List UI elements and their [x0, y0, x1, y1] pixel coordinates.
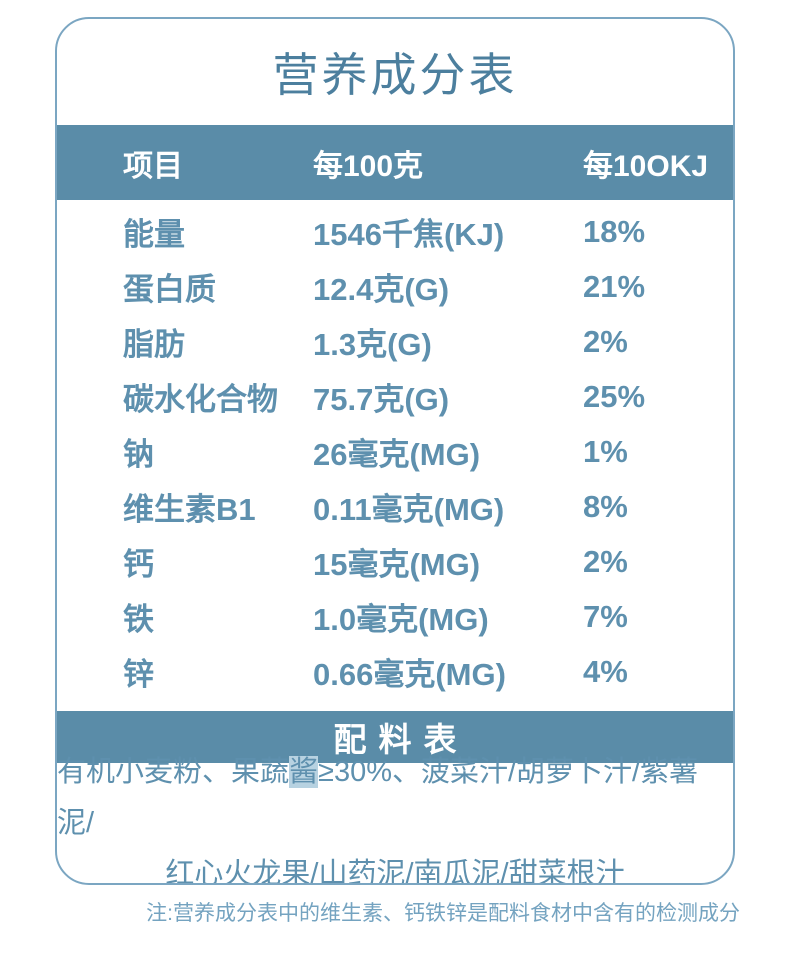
- ingredients-band: 配料表: [57, 711, 733, 763]
- nutrient-nrv-percent: 18%: [583, 213, 646, 249]
- table-row: 维生素B1 0.11毫克(MG) 8%: [57, 479, 733, 534]
- page-title: 营养成分表: [272, 49, 518, 101]
- table-row: 钠 26毫克(MG) 1%: [57, 424, 733, 479]
- nutrition-label-card: 营养成分表 项目 每100克 每10OKJ 能量 1546千焦(KJ) 18% …: [55, 17, 735, 885]
- nutrient-name: 能量: [123, 217, 185, 252]
- nutrient-name: 脂肪: [123, 327, 185, 362]
- header-cell-item: 项目: [123, 149, 183, 183]
- header-cell-per-100kj: 每10OKJ: [583, 149, 709, 183]
- nutrient-nrv-percent: 7%: [583, 598, 628, 634]
- nutrient-name: 维生素B1: [123, 492, 256, 527]
- ingredients-line-2: 红心火龙果/山药泥/南瓜泥/甜菜根汁: [165, 857, 625, 885]
- nutrition-table-body: 能量 1546千焦(KJ) 18% 蛋白质 12.4克(G) 21% 脂肪 1.…: [57, 200, 733, 711]
- ingredients-line-1: 有机小麦粉、果蔬酱≥30%、菠菜汁/胡萝卜汁/紫薯泥/: [57, 747, 733, 849]
- title-area: 营养成分表: [57, 19, 733, 125]
- ingredients-line1-highlighted-char: 酱: [289, 755, 319, 788]
- nutrient-amount: 12.4克(G): [313, 272, 450, 307]
- table-row: 蛋白质 12.4克(G) 21%: [57, 259, 733, 314]
- nutrient-name: 蛋白质: [123, 272, 216, 307]
- nutrient-amount: 75.7克(G): [313, 382, 450, 417]
- table-row: 锌 0.66毫克(MG) 4%: [57, 644, 733, 699]
- nutrient-amount: 1546千焦(KJ): [313, 217, 505, 252]
- ingredients-text: 有机小麦粉、果蔬酱≥30%、菠菜汁/胡萝卜汁/紫薯泥/ 红心火龙果/山药泥/南瓜…: [57, 755, 733, 885]
- ingredients-title: 配料表: [333, 721, 469, 758]
- ingredients-line1-post: ≥30%、菠菜汁/胡萝卜汁/紫薯泥/: [57, 755, 699, 839]
- nutrient-name: 铁: [123, 602, 154, 637]
- footnote: 注:营养成分表中的维生素、钙铁锌是配料食材中含有的检测成分: [146, 902, 740, 925]
- nutrient-nrv-percent: 2%: [583, 543, 628, 579]
- nutrient-name: 钠: [123, 437, 154, 472]
- ingredients-line1-pre: 有机小麦粉、果蔬: [57, 755, 290, 788]
- table-header-row: 项目 每100克 每10OKJ: [57, 125, 733, 200]
- nutrient-nrv-percent: 21%: [583, 268, 646, 304]
- nutrient-amount: 1.3克(G): [313, 327, 432, 362]
- header-cell-per-100g: 每100克: [313, 149, 424, 183]
- nutrient-name: 锌: [123, 657, 154, 692]
- nutrient-amount: 26毫克(MG): [313, 437, 481, 472]
- nutrient-amount: 0.66毫克(MG): [313, 657, 506, 692]
- table-row: 能量 1546千焦(KJ) 18%: [57, 204, 733, 259]
- nutrient-amount: 0.11毫克(MG): [313, 492, 505, 527]
- table-row: 铁 1.0毫克(MG) 7%: [57, 589, 733, 644]
- nutrient-name: 钙: [123, 547, 154, 582]
- nutrient-nrv-percent: 8%: [583, 488, 628, 524]
- table-row: 脂肪 1.3克(G) 2%: [57, 314, 733, 369]
- nutrient-amount: 1.0毫克(MG): [313, 602, 489, 637]
- nutrient-nrv-percent: 25%: [583, 378, 646, 414]
- table-row: 钙 15毫克(MG) 2%: [57, 534, 733, 589]
- nutrient-nrv-percent: 4%: [583, 653, 628, 689]
- table-row: 碳水化合物 75.7克(G) 25%: [57, 369, 733, 424]
- nutrient-nrv-percent: 1%: [583, 433, 628, 469]
- nutrient-amount: 15毫克(MG): [313, 547, 481, 582]
- nutrient-name: 碳水化合物: [123, 382, 278, 417]
- nutrient-nrv-percent: 2%: [583, 323, 628, 359]
